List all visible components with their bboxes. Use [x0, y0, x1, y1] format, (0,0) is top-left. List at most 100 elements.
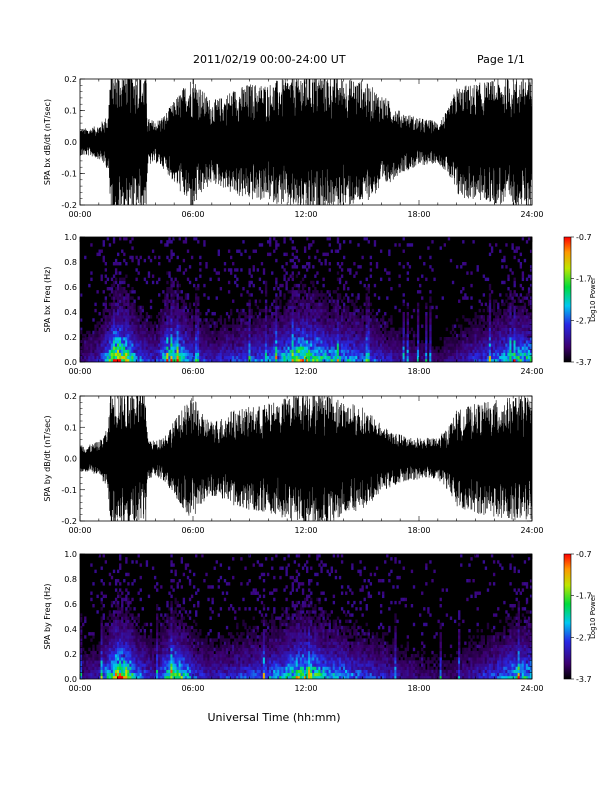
heatmap-cell [269, 252, 272, 257]
heatmap-cell [90, 358, 93, 362]
heatmap-cell [244, 318, 247, 322]
heatmap-cell [312, 330, 315, 335]
heatmap-cell [406, 340, 410, 344]
heatmap-cell [108, 287, 112, 291]
heatmap-cell [332, 308, 336, 313]
heatmap-cell [108, 333, 112, 338]
heatmap-cell [402, 337, 405, 341]
x-tick-label: 18:00 [407, 526, 430, 535]
heatmap-cell [100, 657, 103, 661]
heatmap-cell [242, 321, 245, 325]
heatmap-cell [262, 321, 266, 325]
heatmap-cell [425, 349, 428, 353]
heatmap-cell [419, 352, 422, 357]
heatmap-cell [90, 638, 93, 642]
heatmap-cell [108, 644, 112, 649]
heatmap-cell [182, 271, 186, 275]
heatmap-cell [119, 613, 122, 617]
heatmap-cell [182, 340, 186, 344]
heatmap-cell [476, 343, 479, 347]
heatmap-cell [147, 315, 151, 319]
heatmap-cell [505, 346, 508, 350]
heatmap-cell [145, 355, 149, 360]
heatmap-cell [306, 312, 309, 316]
heatmap-cell [82, 663, 85, 667]
heatmap-cell [291, 299, 294, 303]
heatmap-cell [275, 343, 278, 347]
heatmap-cell [511, 308, 514, 313]
heatmap-cell [139, 352, 142, 357]
heatmap-cell [365, 321, 368, 325]
heatmap-cell [80, 619, 83, 624]
heatmap-cell [205, 352, 208, 357]
heatmap-cell [254, 346, 257, 350]
heatmap-cell [328, 349, 331, 353]
heatmap-cell [82, 675, 85, 679]
y-tick-label: -0.2 [61, 201, 77, 210]
heatmap-cell [507, 358, 510, 362]
heatmap-cell [100, 579, 103, 583]
heatmap-cell [509, 268, 512, 272]
heatmap-cell [353, 349, 356, 353]
heatmap-cell [293, 352, 297, 357]
heatmap-cell [176, 305, 179, 310]
heatmap-cell [197, 358, 200, 362]
heatmap-cell [342, 308, 346, 313]
heatmap-cell [306, 262, 309, 266]
heatmap-cell [291, 240, 294, 244]
heatmap-cell [100, 647, 103, 652]
heatmap-cell [240, 321, 243, 325]
heatmap-cell [402, 343, 405, 347]
heatmap-cell [108, 321, 112, 325]
heatmap-cell [275, 349, 278, 353]
heatmap-cell [234, 324, 237, 328]
heatmap-cell [98, 358, 101, 362]
heatmap-cell [244, 340, 247, 344]
heatmap-cell [355, 352, 358, 357]
heatmap-cell [80, 666, 83, 670]
heatmap-cell [170, 337, 173, 341]
heatmap-cell [318, 358, 321, 362]
heatmap-cell [264, 290, 268, 294]
heatmap-cell [377, 333, 381, 338]
heatmap-cell [219, 321, 223, 325]
heatmap-cell [277, 287, 280, 291]
heatmap-cell [135, 340, 138, 344]
heatmap-cell [519, 321, 523, 325]
heatmap-cell [332, 343, 336, 347]
heatmap-cell [345, 355, 348, 360]
heatmap-cell [197, 287, 200, 291]
heatmap-cell [392, 337, 395, 341]
heatmap-cell [112, 657, 116, 661]
heatmap-cell [262, 358, 266, 362]
heatmap-cell [92, 582, 95, 586]
heatmap-cell [135, 324, 138, 328]
heatmap-cell [377, 337, 381, 341]
heatmap-cell [301, 308, 305, 313]
heatmap-cell [353, 321, 356, 325]
heatmap-cell [112, 337, 116, 341]
heatmap-cell [242, 312, 245, 316]
heatmap-cell [470, 330, 473, 335]
heatmap-cell [435, 358, 438, 362]
heatmap-cell [340, 324, 344, 328]
heatmap-cell [406, 318, 410, 322]
heatmap-cell [328, 352, 331, 357]
heatmap-cell [213, 330, 216, 335]
heatmap-cell [505, 330, 508, 335]
heatmap-cell [408, 330, 412, 335]
heatmap-cell [250, 308, 253, 313]
heatmap-cell [112, 355, 116, 360]
heatmap-cell [361, 255, 364, 260]
heatmap-cell [336, 327, 340, 332]
heatmap-cell [406, 324, 410, 328]
heatmap-cell [248, 280, 251, 285]
heatmap-cell [129, 600, 132, 605]
heatmap-cell [178, 296, 181, 300]
heatmap-cell [435, 346, 438, 350]
heatmap-cell [131, 333, 134, 338]
heatmap-cell [312, 312, 315, 316]
heatmap-cell [316, 290, 319, 294]
heatmap-cell [195, 343, 198, 347]
heatmap-cell [297, 287, 301, 291]
